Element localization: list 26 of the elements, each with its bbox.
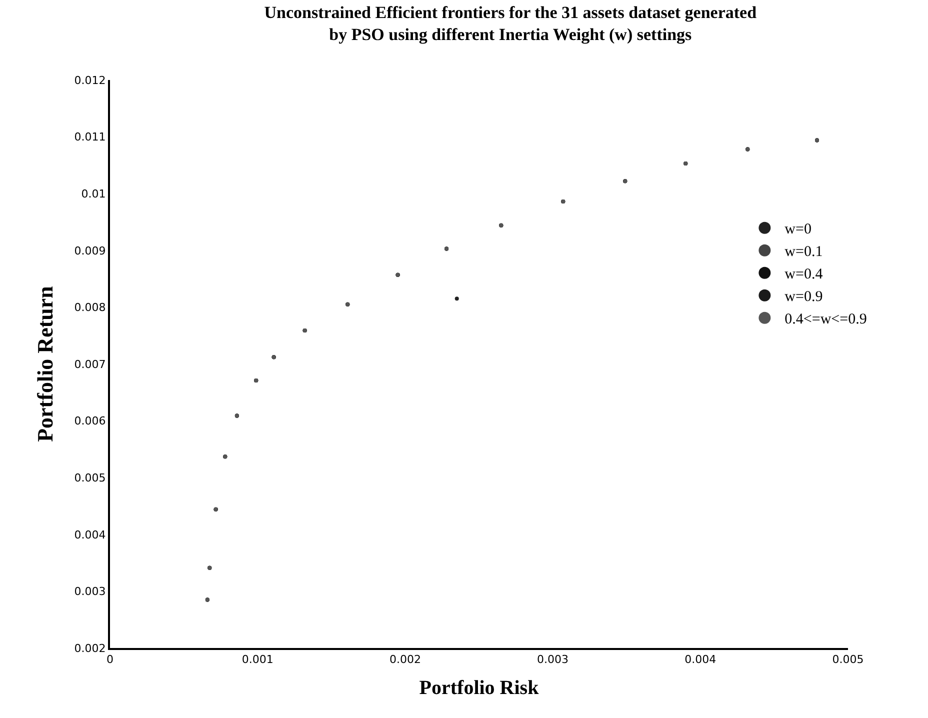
legend-label: w=0.9 (784, 289, 823, 306)
point (454, 296, 459, 301)
y-tick-label: 0.005 (74, 471, 106, 484)
legend-label: 0.4<=w<=0.9 (784, 312, 867, 328)
x-tick-label: 0.003 (537, 653, 569, 666)
legend-label: w=0.1 (784, 244, 823, 260)
x-tick-label: 0.004 (684, 653, 716, 666)
y-tick-label: 0.008 (74, 301, 106, 314)
y-tick-label: 0.006 (74, 414, 106, 428)
x-tick-label: 0.002 (389, 653, 421, 666)
y-tick-label: 0.009 (74, 244, 106, 258)
x-tick-label: 0 (106, 653, 114, 666)
y-tick-label: 0.011 (74, 130, 106, 144)
x-tick-label: 0.005 (832, 653, 864, 666)
y-axis-title: Portfolio Return (32, 286, 58, 442)
y-tick-label: 0.002 (74, 642, 106, 655)
legend-label: w=0.4 (784, 266, 824, 283)
legend-label: w=0 (784, 222, 812, 238)
y-tick-label: 0.007 (74, 358, 106, 371)
y-tick-label: 0.012 (74, 74, 106, 87)
chart-title: Unconstrained Efficient frontiers for the 31 assets dataset generated by PSO using different Inertia Weight (w) settings (264, 2, 758, 44)
y-tick-label: 0.01 (81, 187, 106, 200)
y-tick-label: 0.004 (74, 528, 106, 542)
x-tick-label: 0.001 (242, 653, 274, 666)
y-tick-label: 0.003 (74, 585, 106, 598)
x-axis-title: Portfolio Risk (419, 677, 540, 700)
